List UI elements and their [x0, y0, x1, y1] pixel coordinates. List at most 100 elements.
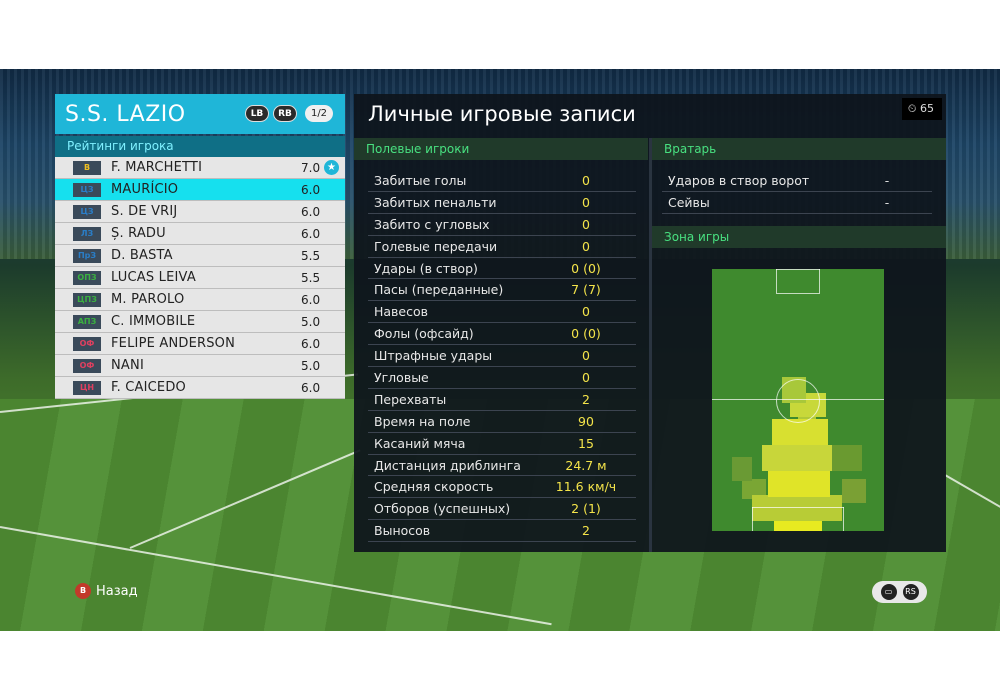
page-indicator: 1/2 — [305, 105, 333, 122]
position-badge: ОФ — [73, 358, 101, 373]
stat-label: Штрафные удары — [374, 348, 493, 364]
penalty-box-line — [776, 293, 820, 294]
position-badge: ЦЗ — [73, 182, 101, 197]
stat-value: 2 — [582, 391, 590, 407]
stat-value: 0 — [582, 304, 590, 320]
stat-value: 0 (0) — [571, 326, 601, 342]
stat-value: 0 — [582, 194, 590, 210]
clock-icon: ⏲ — [907, 102, 917, 115]
stat-label: Угловые — [374, 369, 429, 385]
field-stats-list: Забитые голы 0 Забитых пенальти 0 Забито с у… — [368, 170, 636, 543]
player-row[interactable]: ОФ NANI 5.0 — [55, 355, 345, 377]
rs-icon[interactable]: RS — [902, 584, 919, 600]
stat-row: Дистанция дриблинга 24.7 м — [368, 455, 636, 477]
stat-row: Забитые голы 0 — [368, 170, 636, 192]
player-rating: 5.5 — [301, 270, 321, 285]
stat-label: Забито с угловых — [374, 216, 490, 232]
player-row[interactable]: ЦЗ S. DE VRIJ 6.0 — [55, 201, 345, 223]
stat-label: Перехваты — [374, 391, 447, 407]
heatmap-cell — [742, 479, 766, 499]
position-badge: АПЗ — [73, 314, 101, 329]
penalty-box-line — [843, 507, 844, 531]
player-rating: 7.0 — [301, 160, 321, 175]
stat-row: Фолы (офсайд) 0 (0) — [368, 323, 636, 346]
back-label: Назад — [96, 583, 138, 599]
player-row[interactable]: ОПЗ LUCAS LEIVA 5.5 — [55, 267, 345, 289]
player-name: D. BASTA — [111, 248, 173, 263]
ratings-header: Рейтинги игрока — [55, 136, 345, 157]
penalty-box-line — [819, 269, 820, 293]
stat-value: - — [884, 194, 890, 210]
back-button[interactable]: B Назад — [75, 583, 138, 599]
stat-row: Отборов (успешных) 2 (1) — [368, 498, 636, 521]
stat-label: Забитых пенальти — [374, 194, 497, 210]
stat-label: Навесов — [374, 304, 429, 320]
lb-button-icon[interactable]: LB — [245, 105, 269, 122]
player-rating: 6.0 — [301, 380, 321, 395]
heatmap-cell — [752, 495, 842, 521]
player-rating: 6.0 — [301, 336, 321, 351]
stat-row: Голевые передачи 0 — [368, 236, 636, 258]
stat-value: 2 (1) — [571, 501, 601, 517]
penalty-box-line — [752, 507, 753, 531]
stat-row: Выносов 2 — [368, 520, 636, 543]
player-list: В F. MARCHETTI 7.0 ★ ЦЗ MAURÍCIO 6.0 ЦЗ S. DE VR… — [55, 157, 345, 399]
player-name: Ș. RADU — [111, 226, 166, 241]
stat-value: 0 — [582, 172, 590, 188]
stat-label: Пасы (переданные) — [374, 282, 504, 298]
stats-panel: Личные игровые записи ⏲ 65 Полевые игрок… — [354, 94, 946, 552]
heatmap-cell — [762, 445, 832, 471]
rb-button-icon[interactable]: RB — [273, 105, 297, 122]
stat-label: Удары (в створ) — [374, 260, 478, 276]
position-badge: В — [73, 160, 101, 175]
page-title: Личные игровые записи — [368, 102, 636, 126]
stat-row: Пасы (переданные) 7 (7) — [368, 279, 636, 302]
position-badge: ЦН — [73, 380, 101, 395]
player-rating: 6.0 — [301, 226, 321, 241]
player-row[interactable]: ЦПЗ M. PAROLO 6.0 — [55, 289, 345, 311]
stat-row: Угловые 0 — [368, 367, 636, 389]
stat-label: Дистанция дриблинга — [374, 457, 521, 473]
heatmap-cell — [732, 457, 752, 481]
player-row[interactable]: ОФ FELIPE ANDERSON 6.0 — [55, 333, 345, 355]
chat-icon[interactable]: ▭ — [880, 584, 897, 600]
stat-value: 0 — [582, 216, 590, 232]
position-badge: ЦПЗ — [73, 292, 101, 307]
player-row[interactable]: ЦН F. CAICEDO 6.0 — [55, 377, 345, 399]
player-name: S. DE VRIJ — [111, 204, 178, 219]
stat-value: 0 — [582, 348, 590, 364]
center-circle — [776, 379, 820, 423]
player-rating: 6.0 — [301, 292, 321, 307]
heatmap-cell — [842, 479, 866, 503]
player-rating: 5.5 — [301, 248, 321, 263]
player-row[interactable]: ЛЗ Ș. RADU 6.0 — [55, 223, 345, 245]
stat-label: Ударов в створ ворот — [668, 172, 810, 188]
player-row[interactable]: ПрЗ D. BASTA 5.5 — [55, 245, 345, 267]
position-badge: ЦЗ — [73, 204, 101, 219]
match-timer: ⏲ 65 — [901, 98, 942, 120]
stat-label: Забитые голы — [374, 172, 467, 188]
heatmap-cell — [772, 419, 828, 445]
stat-value: 0 (0) — [571, 260, 601, 276]
player-rating: 6.0 — [301, 182, 321, 197]
player-rating: 5.0 — [301, 314, 321, 329]
stat-label: Сейвы — [668, 194, 710, 210]
column-divider — [649, 138, 652, 552]
stat-value: 24.7 м — [565, 457, 607, 473]
stat-row: Средняя скорость 11.6 км/ч — [368, 476, 636, 499]
goalkeeper-stats-list: Ударов в створ ворот - Сейвы - — [662, 170, 932, 214]
stat-value: 90 — [578, 413, 594, 429]
position-badge: ОФ — [73, 336, 101, 351]
stat-value: 0 — [582, 238, 590, 254]
player-row[interactable]: В F. MARCHETTI 7.0 ★ — [55, 157, 345, 179]
stat-row: Сейвы - — [662, 192, 932, 214]
player-row[interactable]: АПЗ C. IMMOBILE 5.0 — [55, 311, 345, 333]
stat-row: Время на поле 90 — [368, 411, 636, 433]
stat-row: Забито с угловых 0 — [368, 214, 636, 236]
player-name: LUCAS LEIVA — [111, 270, 196, 285]
player-row[interactable]: ЦЗ MAURÍCIO 6.0 — [55, 179, 345, 201]
stat-value: 7 (7) — [571, 282, 601, 298]
stat-value: 2 — [582, 523, 590, 539]
stat-label: Отборов (успешных) — [374, 501, 511, 517]
player-name: C. IMMOBILE — [111, 314, 196, 329]
